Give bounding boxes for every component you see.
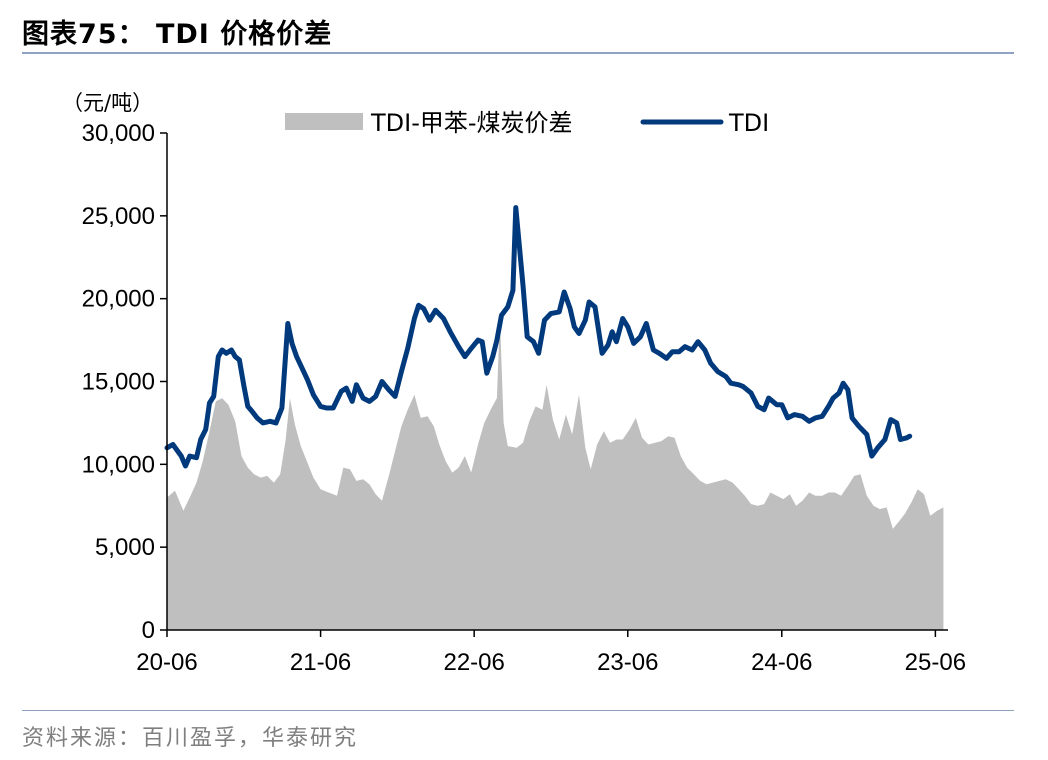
x-tick-label: 25-06 (905, 649, 966, 676)
figure-title: 图表75： TDI 价格价差 (22, 19, 333, 50)
legend-label-spread: TDI-甲苯-煤炭价差 (370, 109, 573, 137)
legend-swatch-spread (285, 113, 363, 130)
y-tick-label: 20,000 (82, 286, 155, 313)
source-divider (22, 710, 1014, 711)
y-unit-label: （元/吨） (62, 91, 153, 115)
x-tick-label: 21-06 (290, 649, 351, 676)
series-area-spread (167, 316, 944, 630)
x-tick-label: 22-06 (443, 649, 504, 676)
y-tick-label: 15,000 (82, 369, 155, 396)
x-tick-label: 23-06 (597, 649, 658, 676)
y-tick-label: 10,000 (82, 451, 155, 478)
x-tick-label: 24-06 (751, 649, 812, 676)
title-divider (22, 52, 1014, 54)
source-note: 资料来源：百川盈孚，华泰研究 (22, 726, 359, 751)
y-tick-label: 0 (142, 617, 155, 644)
y-tick-label: 25,000 (82, 203, 155, 230)
legend-label-tdi: TDI (728, 109, 769, 137)
y-tick-label: 30,000 (82, 120, 155, 147)
y-tick-label: 5,000 (95, 534, 155, 561)
series-line-tdi (164, 205, 913, 469)
chart: （元/吨） 0 5,000 10,000 15,000 20,000 25,000 30,0… (62, 91, 966, 676)
x-tick-label: 20-06 (136, 649, 197, 676)
